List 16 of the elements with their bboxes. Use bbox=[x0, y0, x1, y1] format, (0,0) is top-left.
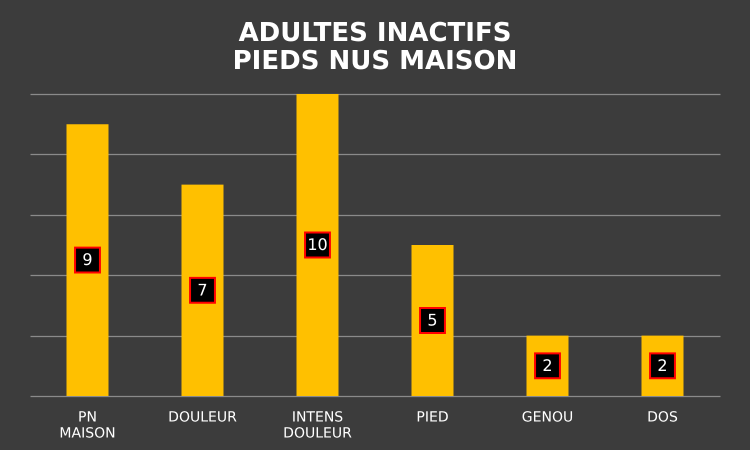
x-tick-label: PIED bbox=[416, 410, 449, 426]
x-tick-label: GENOU bbox=[522, 410, 574, 426]
data-label: 2 bbox=[657, 356, 668, 375]
x-tick-label: DOULEUR bbox=[168, 410, 238, 426]
chart-title: ADULTES INACTIFS PIEDS NUS MAISON bbox=[232, 18, 518, 76]
x-tick-label: DOS bbox=[647, 410, 678, 426]
bar bbox=[182, 184, 224, 396]
data-label: 5 bbox=[427, 310, 438, 330]
bar bbox=[296, 94, 338, 396]
data-label: 10 bbox=[307, 235, 328, 254]
data-label: 7 bbox=[197, 280, 208, 300]
data-label: 9 bbox=[82, 250, 93, 270]
x-tick-label: INTENS DOULEUR bbox=[283, 410, 352, 442]
x-tick-label: PN MAISON bbox=[59, 410, 116, 442]
data-label: 2 bbox=[542, 356, 553, 375]
bar bbox=[66, 124, 108, 396]
